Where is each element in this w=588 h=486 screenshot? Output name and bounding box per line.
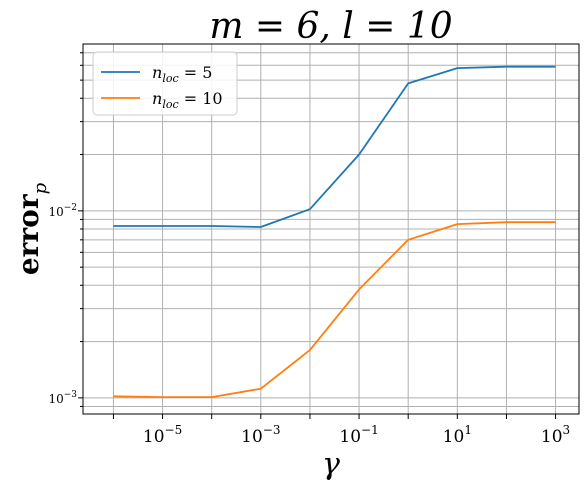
x-tick-label: 10−5	[143, 423, 182, 447]
y-tick-label: 10−2	[48, 203, 77, 219]
y-axis-label: errorp	[12, 182, 51, 275]
series-line-2	[113, 221, 556, 399]
y-tick-label: 10−3	[48, 390, 77, 406]
y-axis-label-main: error	[12, 193, 45, 275]
legend-label: nloc = 5	[152, 63, 212, 85]
x-tick-label: 103	[541, 423, 570, 447]
x-tick-label: 10−1	[339, 423, 378, 447]
axis-ticks: 10−5 10−3 10−1 101 103 10−3 10−2	[48, 52, 570, 447]
legend: nloc = 5 nloc = 10	[92, 51, 238, 116]
chart-title: m = 6, l = 10	[209, 6, 452, 47]
x-axis-label: γ	[322, 447, 340, 482]
series-line-1	[113, 65, 556, 228]
series-lines	[113, 65, 556, 399]
y-axis-label-subscript: p	[30, 182, 51, 194]
x-tick-label: 10−3	[241, 423, 280, 447]
legend-label: nloc = 10	[152, 89, 223, 111]
legend-box	[92, 51, 238, 116]
x-tick-label: 101	[443, 423, 472, 447]
